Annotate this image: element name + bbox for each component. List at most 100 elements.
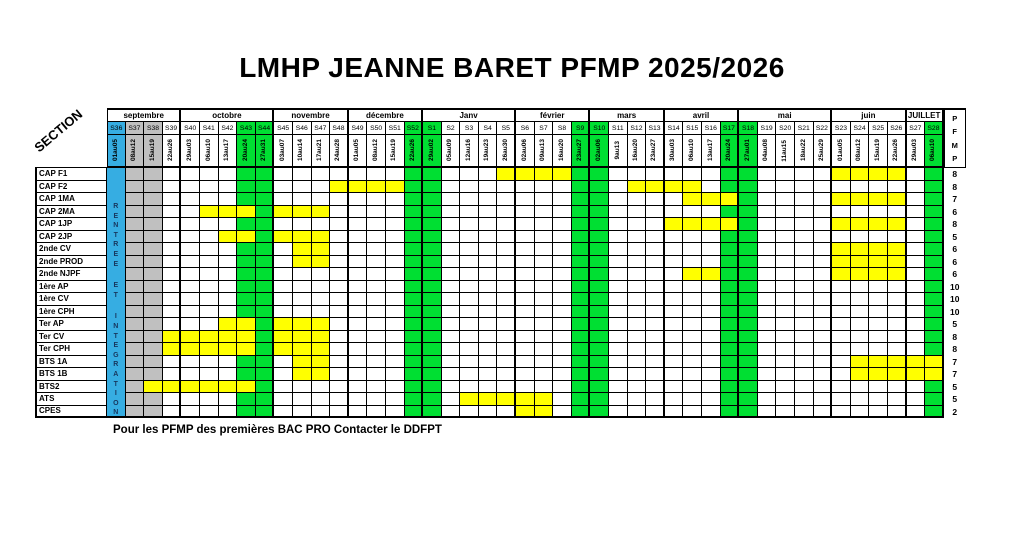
- week-cell: [423, 218, 442, 231]
- section-label-cell: BTS 1B: [35, 368, 107, 381]
- week-cell: [869, 318, 888, 331]
- pfmp-header-letter: P: [952, 153, 958, 163]
- week-cell: [144, 318, 163, 331]
- date-cell: 11au15: [776, 135, 795, 168]
- week-cell: [683, 280, 702, 293]
- week-header-cell: S11: [609, 122, 628, 135]
- week-cell: [720, 243, 740, 256]
- week-cell: [348, 255, 368, 268]
- week-cell: [441, 243, 461, 256]
- week-cell: [441, 380, 461, 393]
- week-cell: [497, 180, 517, 193]
- week-cell: [794, 168, 814, 181]
- week-cell: [460, 368, 479, 381]
- week-cell: [385, 318, 405, 331]
- week-cell: [739, 218, 758, 231]
- pfmp-week-cell: [330, 180, 349, 193]
- pfmp-week-cell: [850, 193, 870, 206]
- week-cell: [832, 230, 851, 243]
- date-range-label: 08au12: [855, 139, 863, 162]
- week-cell: [627, 230, 647, 243]
- week-cell: [664, 355, 684, 368]
- week-cell: [237, 268, 256, 281]
- week-cell: [311, 293, 331, 306]
- week-cell: [739, 268, 758, 281]
- week-cell: [794, 380, 814, 393]
- week-cell: [571, 305, 591, 318]
- rentree-letter: G: [113, 351, 119, 359]
- pfmp-count-cell: 5: [943, 380, 966, 393]
- week-cell: [497, 293, 517, 306]
- section-label-cell: Ter CPH: [35, 343, 107, 356]
- week-cell: [516, 305, 535, 318]
- week-cell: [385, 293, 405, 306]
- week-cell: [627, 405, 647, 418]
- week-cell: [906, 343, 926, 356]
- week-cell: [330, 330, 349, 343]
- week-cell: [571, 218, 591, 231]
- week-cell: [255, 218, 275, 231]
- week-cell: [553, 330, 572, 343]
- week-cell: [478, 293, 498, 306]
- week-cell: [497, 355, 517, 368]
- week-cell: [850, 280, 870, 293]
- pfmp-week-cell: [850, 255, 870, 268]
- date-range-label: 13au17: [706, 139, 714, 162]
- date-cell: 08au12: [850, 135, 870, 168]
- date-cell: 23au27: [571, 135, 591, 168]
- week-cell: [348, 168, 368, 181]
- week-cell: [460, 280, 479, 293]
- week-cell: [646, 255, 665, 268]
- week-cell: [441, 355, 461, 368]
- week-cell: [516, 368, 535, 381]
- week-cell: [702, 205, 721, 218]
- rentree-letter: E: [113, 282, 119, 290]
- week-cell: [199, 355, 219, 368]
- week-cell: [739, 305, 758, 318]
- month-cell: mai: [739, 108, 833, 122]
- week-cell: [887, 343, 907, 356]
- pfmp-week-cell: [683, 218, 702, 231]
- week-cell: [404, 330, 424, 343]
- week-cell: [181, 318, 200, 331]
- week-cell: [925, 255, 944, 268]
- week-cell: [181, 268, 200, 281]
- week-cell: [906, 318, 926, 331]
- page-title: LMHP JEANNE BARET PFMP 2025/2026: [239, 52, 785, 83]
- week-cell: [720, 180, 740, 193]
- week-cell: [348, 193, 368, 206]
- week-cell: [887, 305, 907, 318]
- week-cell: [423, 305, 442, 318]
- week-cell: [144, 293, 163, 306]
- week-cell: [367, 255, 386, 268]
- week-cell: [218, 218, 238, 231]
- week-cell: [292, 380, 312, 393]
- week-cell: [478, 330, 498, 343]
- section-label-cell: 2nde PROD: [35, 255, 107, 268]
- week-cell: [813, 305, 833, 318]
- pfmp-week-cell: [869, 268, 888, 281]
- week-cell: [925, 393, 944, 406]
- week-cell: [553, 243, 572, 256]
- date-range-label: 22au26: [891, 139, 899, 162]
- week-cell: [181, 293, 200, 306]
- week-cell: [832, 380, 851, 393]
- week-cell: [292, 168, 312, 181]
- week-cell: [367, 205, 386, 218]
- week-cell: [869, 293, 888, 306]
- date-cell: 26au30: [497, 135, 517, 168]
- week-cell: [906, 268, 926, 281]
- week-cell: [590, 355, 610, 368]
- week-cell: [144, 180, 163, 193]
- week-cell: [367, 330, 386, 343]
- week-cell: [571, 343, 591, 356]
- week-cell: [125, 218, 145, 231]
- week-cell: [553, 255, 572, 268]
- week-cell: [832, 305, 851, 318]
- week-cell: [646, 218, 665, 231]
- week-cell: [664, 405, 684, 418]
- pfmp-week-cell: [664, 180, 684, 193]
- pfmp-week-cell: [906, 368, 926, 381]
- section-label-cell: CAP F2: [35, 180, 107, 193]
